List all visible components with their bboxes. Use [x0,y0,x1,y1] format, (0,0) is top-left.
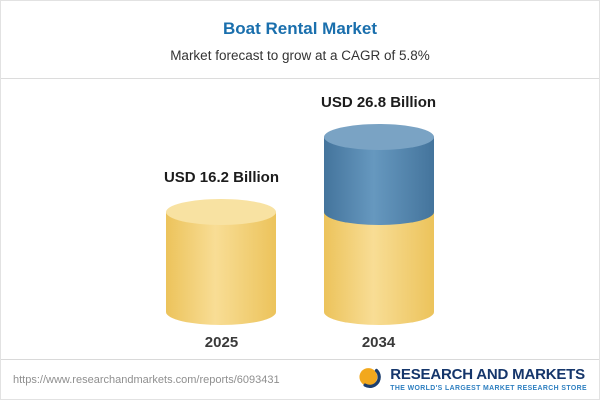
bar-group-2025: USD 16.2 Billion 2025 [164,169,279,351]
header-divider [1,78,599,79]
report-url[interactable]: https://www.researchandmarkets.com/repor… [13,373,280,386]
researchandmarkets-logo[interactable]: RESEARCH AND MARKETS THE WORLD'S LARGEST… [357,364,587,395]
subtitle: Market forecast to grow at a CAGR of 5.8… [170,48,430,63]
year-label-2025: 2025 [204,334,239,351]
cylinder-2025 [166,198,277,325]
page-title: Boat Rental Market [223,19,377,38]
cylinder-2025-top-cap [166,198,277,225]
value-label-2034: USD 26.8 Billion [321,94,437,112]
cylinder-2034-top-cap [323,124,434,151]
cylinder-2034-base-segment [323,211,434,325]
logo-text: RESEARCH AND MARKETS THE WORLD'S LARGEST… [390,367,587,392]
cylinder-2034 [323,124,434,325]
bar-group-2034: USD 26.8 Billion 2034 [321,94,436,351]
footer: https://www.researchandmarkets.com/repor… [1,359,599,399]
logo-tagline: THE WORLD'S LARGEST MARKET RESEARCH STOR… [390,385,587,392]
logo-name: RESEARCH AND MARKETS [390,366,585,383]
header: Boat Rental Market Market forecast to gr… [1,1,599,79]
globe-icon [357,364,383,395]
year-label-2034: 2034 [361,334,396,351]
cylinder-2034-growth-segment [323,124,434,225]
value-label-2025: USD 16.2 Billion [163,168,279,186]
bar-chart: USD 16.2 Billion 2025 USD 26.8 Billion 2… [1,94,599,351]
